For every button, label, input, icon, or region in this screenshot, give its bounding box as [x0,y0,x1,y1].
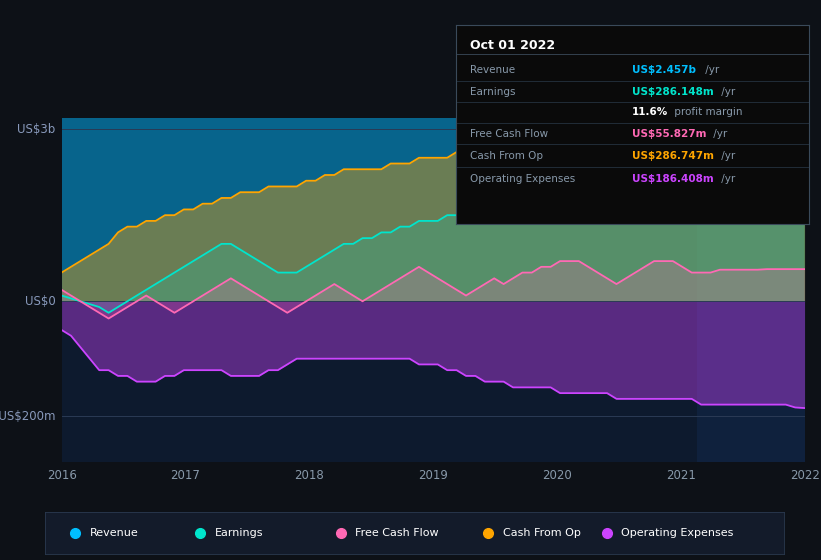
Text: Free Cash Flow: Free Cash Flow [355,529,439,538]
Text: 2019: 2019 [418,469,448,483]
Text: US$55.827m: US$55.827m [632,129,707,138]
Text: Operating Expenses: Operating Expenses [621,529,734,538]
Text: 2016: 2016 [47,469,76,483]
Text: Operating Expenses: Operating Expenses [470,174,575,184]
Text: US$286.148m: US$286.148m [632,87,714,97]
Text: 2018: 2018 [295,469,324,483]
Text: Free Cash Flow: Free Cash Flow [470,129,548,138]
Text: profit margin: profit margin [671,106,742,116]
Text: Cash From Op: Cash From Op [503,529,581,538]
Text: /yr: /yr [718,87,735,97]
Text: Revenue: Revenue [470,65,515,75]
Text: 2020: 2020 [542,469,571,483]
Text: US$186.408m: US$186.408m [632,174,714,184]
Text: US$3b: US$3b [17,123,56,136]
Text: 11.6%: 11.6% [632,106,668,116]
Text: Earnings: Earnings [470,87,516,97]
Text: US$2.457b: US$2.457b [632,65,696,75]
Text: US$286.747m: US$286.747m [632,151,714,161]
Text: 2017: 2017 [171,469,200,483]
Text: US$0: US$0 [25,295,56,308]
Text: Oct 01 2022: Oct 01 2022 [470,39,555,52]
Text: Revenue: Revenue [89,529,138,538]
Text: /yr: /yr [718,174,735,184]
Text: /yr: /yr [702,65,719,75]
Text: /yr: /yr [718,151,735,161]
Text: Cash From Op: Cash From Op [470,151,543,161]
Text: -US$200m: -US$200m [0,409,56,423]
Text: /yr: /yr [710,129,727,138]
Text: 2022: 2022 [790,469,819,483]
Bar [697,118,805,462]
Text: 2021: 2021 [666,469,695,483]
Text: Earnings: Earnings [215,529,264,538]
